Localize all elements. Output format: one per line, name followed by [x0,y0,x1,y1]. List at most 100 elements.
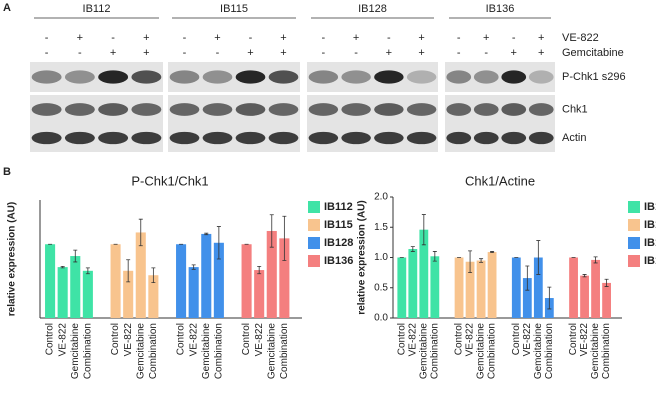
blot-band [202,70,233,84]
blot-band [341,70,371,84]
error-bar [432,251,437,262]
error-bar [151,267,156,283]
treatment-sign: - [216,47,220,59]
blot-band [268,70,299,84]
bar [123,270,134,318]
bar [45,244,56,318]
blot-band [268,131,299,145]
blot-band [169,103,200,116]
x-tick-label: Control [241,323,252,355]
x-tick-label: Control [45,323,56,355]
error-bar [216,226,221,260]
treatment-sign: - [183,47,187,59]
panel-label: B [3,166,11,178]
blot-band [308,103,339,116]
bar [580,275,589,318]
legend-label: IB115 [324,219,353,231]
treatment-sign: + [386,47,392,59]
x-tick-label: Gemcitabine [476,323,487,380]
blot-band [235,131,266,145]
blot-band [98,131,129,145]
blot-band [202,103,233,116]
bar [408,249,418,318]
bar [254,270,265,318]
bar [135,232,146,318]
bar [82,270,93,318]
blot-band [64,131,95,145]
blot-band [64,70,95,84]
bar [591,259,600,318]
blot-band [473,131,499,145]
treatment-sign: + [110,47,116,59]
legend-swatch [628,255,640,267]
treatment-sign: - [484,47,488,59]
x-tick-label: Combination [601,323,612,379]
blot-band [374,103,404,116]
y-axis-label: relative expression (AU) [357,200,368,315]
legend-label: IB112 [324,201,353,213]
blot-band [406,131,437,145]
protein-label: P-Chk1 s296 [562,71,626,83]
legend-swatch [628,219,640,231]
blot-band [31,70,62,84]
y-tick-label: 1.5 [374,222,388,233]
error-bar [191,264,196,270]
treatment-sign: - [249,32,253,44]
treatment-sign: + [280,32,286,44]
bar [487,252,497,318]
bar [279,238,290,318]
error-bar [410,246,415,252]
treatment-sign: + [280,47,286,59]
y-tick-label: 2.0 [374,192,388,203]
bar [110,244,121,318]
error-bar [73,249,78,263]
x-tick-label: VE-822 [123,323,134,357]
error-bar [269,214,274,248]
chart-title: Chk1/Actine [465,173,535,188]
error-bar [479,258,484,263]
treatment-sign: - [322,32,326,44]
treatment-sign: - [387,32,391,44]
blot-strip [307,62,438,92]
treatment-sign: - [183,32,187,44]
error-bar [547,286,552,310]
x-tick-label: Control [396,323,407,355]
bar [201,233,212,318]
treatment-sign: - [512,32,516,44]
bar [454,257,464,318]
blot-band [169,70,200,84]
x-tick-label: Gemcitabine [533,323,544,380]
bar [533,257,543,318]
treatment-sign: - [45,47,49,59]
blot-band [446,70,472,84]
blot-band [528,131,554,145]
cell-line-label: IB112 [83,3,111,15]
legend-label: IB136 [644,255,656,267]
blot-band [131,103,162,116]
blot-band [64,103,95,116]
legend-label: IB112 [644,201,656,213]
y-tick-label: 0.5 [374,282,388,293]
blot-band [341,131,371,145]
bar [266,230,277,318]
y-axis-label: relative expression (AU) [7,202,18,317]
legend-swatch [308,219,320,231]
error-bar [468,250,473,274]
bar [241,244,252,318]
x-tick-label: Combination [279,323,290,379]
blot-band [446,131,472,145]
cell-line-label: IB136 [486,3,515,15]
x-tick-label: VE-822 [254,323,265,357]
protein-label: Actin [562,132,586,144]
x-tick-label: Combination [429,323,440,379]
error-bar [282,215,287,261]
treatment-label: Gemcitabine [562,47,624,59]
bar [476,260,486,318]
x-tick-label: VE-822 [188,323,199,357]
blot-band [131,131,162,145]
blot-band [528,70,554,84]
blot-band [501,103,527,116]
x-tick-label: VE-822 [522,323,533,357]
cell-line-label: IB115 [220,3,248,15]
panel-label: A [3,2,11,14]
